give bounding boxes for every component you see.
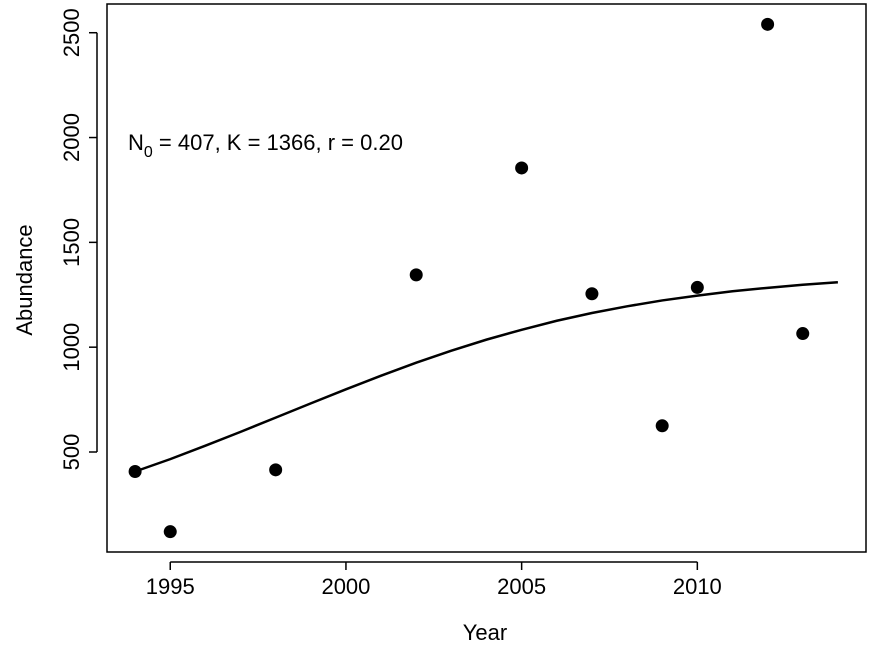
y-tick-label: 1500 [59,218,84,267]
data-point [269,463,283,477]
x-tick-label: 2010 [673,574,722,599]
data-point [796,327,810,341]
y-axis-label: Abundance [12,224,37,335]
y-tick-label: 500 [59,434,84,471]
data-point [409,268,423,282]
data-point [128,464,142,478]
data-point [655,419,669,433]
fit-curve [134,280,838,473]
annotation-rest: = 407, K = 1366, r = 0.20 [153,130,403,155]
y-tick-label: 2500 [59,8,84,57]
data-point [515,161,529,175]
plot-frame [106,3,867,553]
x-tick-label: 2000 [321,574,370,599]
x-tick-label: 1995 [146,574,195,599]
y-tick-label: 1000 [59,323,84,372]
annotation-subscript: 0 [144,144,153,161]
data-point [163,525,177,539]
data-point [690,280,704,294]
annotation: N0 = 407, K = 1366, r = 0.20 [128,130,403,161]
x-tick-label: 2005 [497,574,546,599]
annotation-text: N [128,130,144,155]
data-point [585,287,599,301]
x-axis-label: Year [463,620,507,645]
y-tick-label: 2000 [59,113,84,162]
data-point [761,17,775,31]
